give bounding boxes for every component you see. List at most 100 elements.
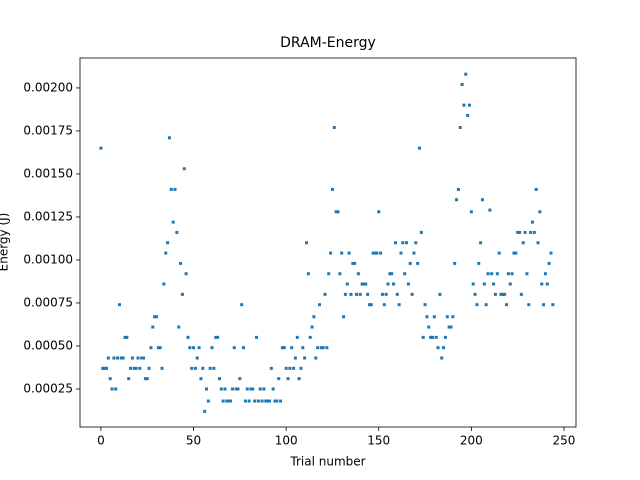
- point: [419, 230, 423, 234]
- point: [249, 387, 253, 391]
- point: [427, 325, 431, 329]
- point: [153, 315, 157, 319]
- point: [421, 335, 425, 339]
- point: [301, 346, 305, 350]
- point: [190, 366, 194, 370]
- point: [195, 356, 199, 360]
- point: [492, 282, 496, 286]
- point: [336, 210, 340, 214]
- point: [425, 315, 429, 319]
- point: [490, 272, 494, 276]
- point: [238, 377, 242, 381]
- point: [180, 292, 184, 296]
- point: [169, 187, 173, 191]
- point: [549, 251, 553, 255]
- point: [482, 282, 486, 286]
- point: [119, 356, 123, 360]
- point: [256, 399, 260, 403]
- point: [243, 399, 247, 403]
- point: [334, 210, 338, 214]
- y-tick-label: 0.00100: [23, 252, 73, 266]
- point: [125, 335, 129, 339]
- x-tick-label: 50: [186, 434, 201, 448]
- point: [343, 292, 347, 296]
- point: [542, 303, 546, 307]
- point: [290, 346, 294, 350]
- point: [434, 335, 438, 339]
- point: [406, 282, 410, 286]
- point: [236, 387, 240, 391]
- point: [462, 103, 466, 107]
- point: [232, 346, 236, 350]
- point: [193, 366, 197, 370]
- point: [453, 261, 457, 265]
- point: [260, 399, 264, 403]
- point: [499, 292, 503, 296]
- point: [212, 366, 216, 370]
- point: [510, 272, 514, 276]
- point: [199, 377, 203, 381]
- point: [529, 230, 533, 234]
- point: [512, 251, 516, 255]
- point: [353, 261, 357, 265]
- point: [247, 399, 251, 403]
- point: [280, 346, 284, 350]
- point: [438, 292, 442, 296]
- point: [345, 282, 349, 286]
- point: [234, 387, 238, 391]
- point: [534, 187, 538, 191]
- point: [266, 399, 270, 403]
- point: [471, 282, 475, 286]
- point: [210, 346, 214, 350]
- point: [373, 251, 377, 255]
- point: [521, 241, 525, 245]
- point: [310, 325, 314, 329]
- point: [305, 241, 309, 245]
- x-axis-label: Trial number: [289, 455, 365, 469]
- point: [197, 346, 201, 350]
- point: [366, 292, 370, 296]
- point: [312, 315, 316, 319]
- point: [486, 272, 490, 276]
- point: [297, 377, 301, 381]
- point: [475, 303, 479, 307]
- point: [269, 366, 273, 370]
- point: [277, 377, 281, 381]
- point: [138, 366, 142, 370]
- point: [516, 230, 520, 234]
- point: [303, 356, 307, 360]
- y-tick-label: 0.00050: [23, 338, 73, 352]
- point: [432, 315, 436, 319]
- point: [479, 241, 483, 245]
- point: [127, 377, 131, 381]
- point: [184, 272, 188, 276]
- point: [443, 335, 447, 339]
- point: [123, 335, 127, 339]
- point: [414, 241, 418, 245]
- point: [164, 251, 168, 255]
- point: [408, 261, 412, 265]
- point: [440, 356, 444, 360]
- point: [371, 251, 375, 255]
- point: [175, 230, 179, 234]
- point: [464, 72, 468, 76]
- y-tick-label: 0.00025: [23, 381, 73, 395]
- y-tick-label: 0.00175: [23, 123, 73, 137]
- point: [229, 399, 233, 403]
- point: [103, 366, 107, 370]
- point: [286, 377, 290, 381]
- point: [469, 210, 473, 214]
- point: [395, 292, 399, 296]
- point: [332, 125, 336, 129]
- point: [314, 356, 318, 360]
- point: [101, 366, 105, 370]
- point: [158, 346, 162, 350]
- point: [329, 251, 333, 255]
- point: [108, 377, 112, 381]
- point: [273, 399, 277, 403]
- y-tick-label: 0.00125: [23, 209, 73, 223]
- point: [501, 292, 505, 296]
- point: [117, 303, 121, 307]
- point: [177, 325, 181, 329]
